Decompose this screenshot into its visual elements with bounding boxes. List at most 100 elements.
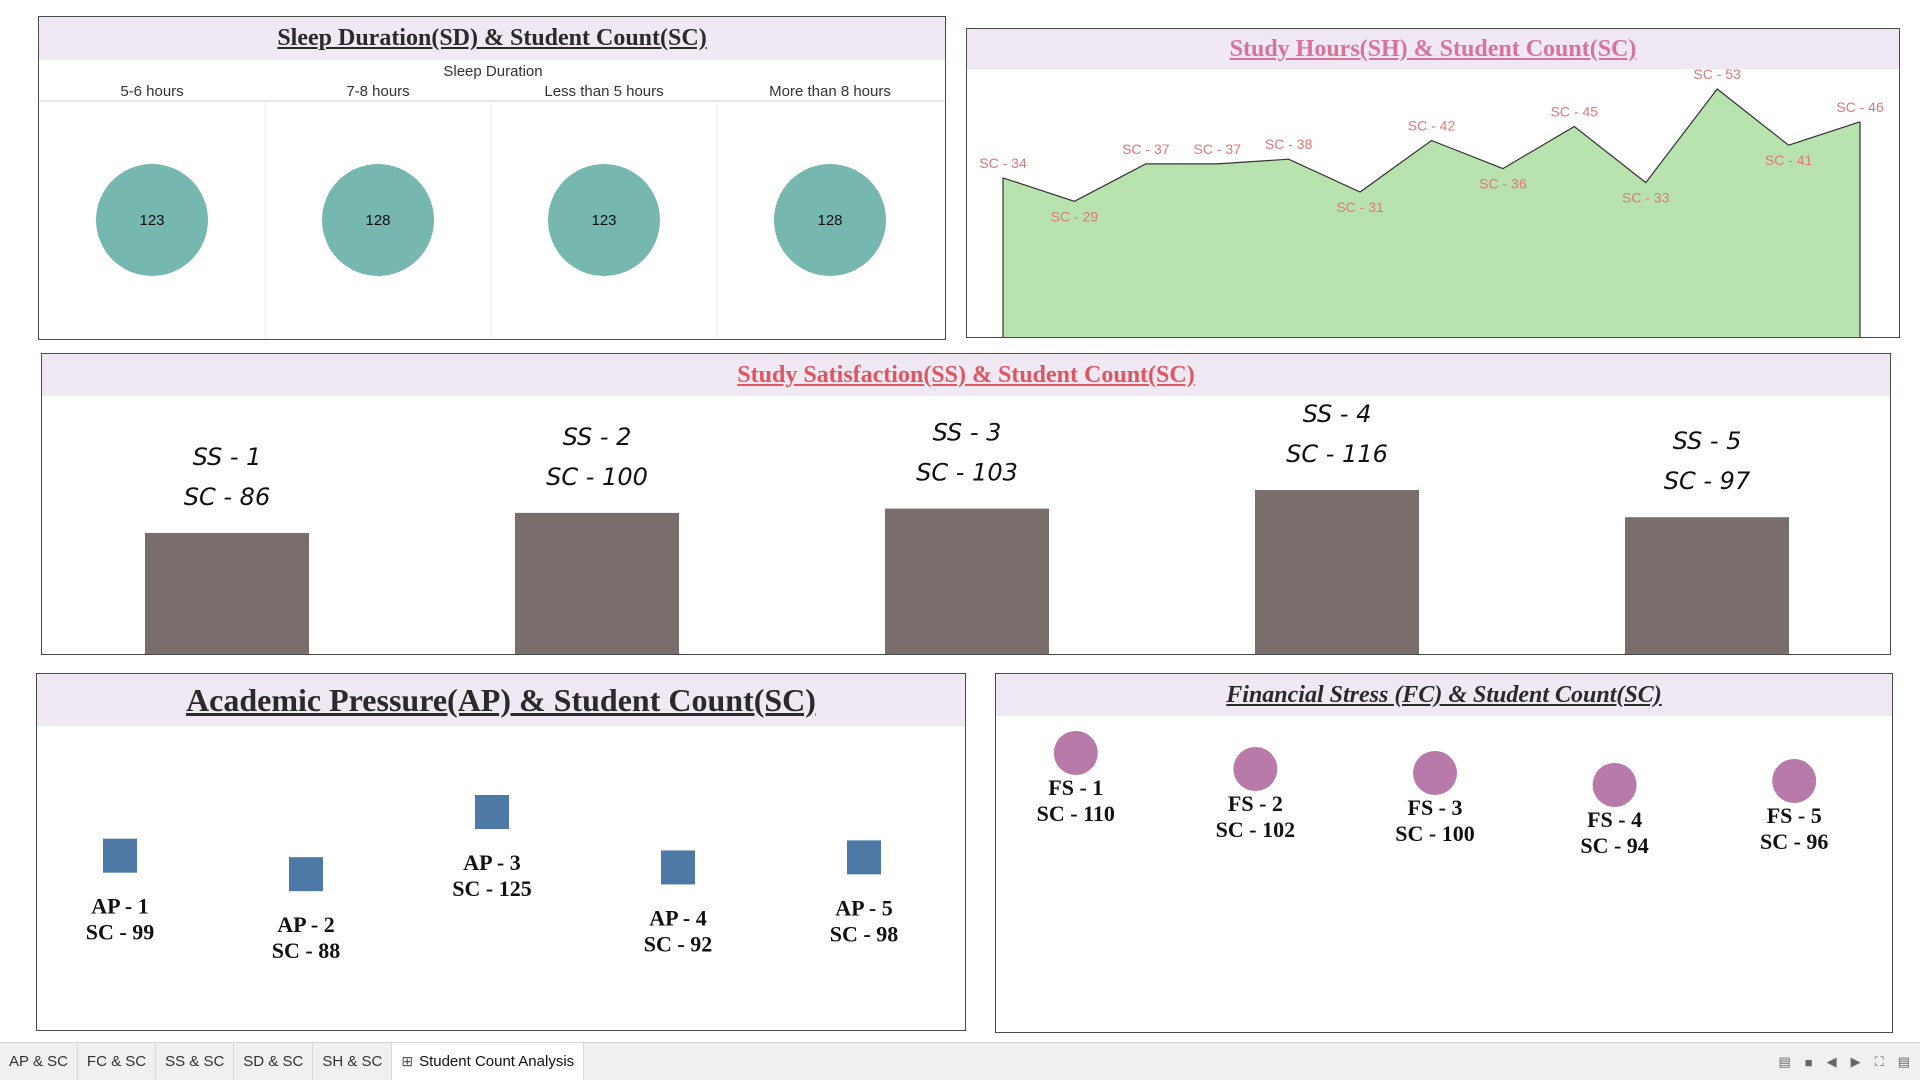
financial-circle — [1592, 763, 1637, 807]
satisfaction-bar — [1255, 490, 1419, 654]
academic-category-label: AP - 3 — [463, 850, 520, 875]
academic-value-label: SC - 88 — [272, 938, 340, 963]
sleep-value-label: 128 — [365, 212, 390, 229]
study-hours-data-label: SC - 46 — [1836, 99, 1884, 115]
academic-panel-title: Academic Pressure(AP) & Student Count(SC… — [186, 681, 816, 718]
present-icon[interactable]: ▤ — [1897, 1054, 1910, 1069]
study-hours-data-label: SC - 42 — [1408, 118, 1456, 134]
academic-category-label: AP - 1 — [91, 894, 148, 919]
satisfaction-bar — [515, 512, 679, 654]
financial-category-label: FS - 1 — [1048, 775, 1103, 800]
satisfaction-panel: Study Satisfaction(SS) & Student Count(S… — [41, 353, 1891, 655]
sleep-category-label: Less than 5 hours — [544, 83, 663, 100]
financial-value-label: SC - 96 — [1760, 829, 1828, 854]
tab-student-count-analysis[interactable]: ⊞ Student Count Analysis — [392, 1042, 585, 1080]
sleep-category-label: 5-6 hours — [120, 83, 183, 100]
academic-panel-header: Academic Pressure(AP) & Student Count(SC… — [37, 674, 965, 726]
tab-ap-sc[interactable]: AP & SC — [0, 1042, 78, 1080]
tab-label: SH & SC — [322, 1053, 383, 1070]
sleep-panel: Sleep Duration(SD) & Student Count(SC) S… — [38, 16, 946, 340]
financial-value-label: SC - 100 — [1395, 821, 1474, 846]
sleep-value-label: 123 — [139, 212, 164, 229]
financial-value-label: SC - 94 — [1580, 833, 1648, 858]
sleep-chart: Sleep Duration 5-6 hours 123 7-8 hours 128 Le… — [39, 63, 945, 339]
sheet-tab-bar: AP & SC FC & SC SS & SC SD & SC SH & SC … — [0, 1042, 1920, 1080]
satisfaction-value-label: SC - 100 — [546, 463, 648, 491]
study-hours-area — [1003, 89, 1860, 337]
academic-category-label: AP - 4 — [649, 905, 706, 930]
satisfaction-value-label: SC - 97 — [1664, 467, 1751, 495]
sleep-circle — [96, 164, 208, 276]
tab-label: FC & SC — [86, 1053, 147, 1070]
financial-chart: FS - 1SC - 110 FS - 2SC - 102 FS - 3SC - 1… — [1037, 731, 1828, 858]
satisfaction-bar — [1625, 517, 1789, 654]
study-hours-data-label: SC - 45 — [1551, 103, 1599, 119]
academic-value-label: SC - 99 — [86, 920, 154, 945]
fullscreen-icon[interactable]: ⛶ — [1874, 1054, 1884, 1069]
study-hours-chart: SC - 34 SC - 29 SC - 37 SC - 37 SC - 38 SC - … — [979, 66, 1884, 337]
financial-panel-title: Financial Stress (FC) & Student Count(SC… — [1226, 681, 1662, 708]
tab-sd-sc[interactable]: SD & SC — [234, 1042, 314, 1080]
financial-category-label: FS - 2 — [1228, 791, 1283, 816]
satisfaction-bar — [885, 508, 1049, 654]
prev-icon[interactable]: ◀ — [1826, 1054, 1837, 1069]
financial-value-label: SC - 102 — [1216, 817, 1295, 842]
study-hours-data-label: SC - 34 — [979, 155, 1027, 171]
sleep-circle — [322, 164, 434, 276]
satisfaction-category-label: SS - 5 — [1673, 427, 1742, 455]
tab-label: Student Count Analysis — [419, 1053, 575, 1070]
financial-panel: Financial Stress (FC) & Student Count(SC… — [995, 673, 1893, 1033]
satisfaction-panel-header: Study Satisfaction(SS) & Student Count(S… — [42, 354, 1890, 396]
study-hours-data-label: SC - 53 — [1693, 66, 1741, 82]
satisfaction-panel-title: Study Satisfaction(SS) & Student Count(S… — [737, 361, 1195, 388]
study-hours-data-label: SC - 31 — [1336, 199, 1384, 215]
study-hours-data-label: SC - 33 — [1622, 190, 1670, 206]
satisfaction-category-label: SS - 2 — [563, 423, 632, 451]
sleep-category-label: 7-8 hours — [346, 83, 409, 100]
academic-square — [661, 850, 695, 885]
academic-square — [103, 838, 137, 873]
list-view-icon[interactable]: ▤ — [1778, 1054, 1791, 1069]
financial-category-label: FS - 5 — [1767, 803, 1822, 828]
academic-value-label: SC - 125 — [452, 876, 531, 901]
satisfaction-bar — [145, 532, 309, 654]
study-hours-panel-header: Study Hours(SH) & Student Count(SC) — [967, 29, 1899, 69]
status-icons: ▤ ■ ◀ ▶ ⛶ ▤ — [1778, 1043, 1910, 1080]
study-hours-data-label: SC - 41 — [1765, 152, 1813, 168]
study-hours-data-label: SC - 37 — [1122, 141, 1170, 157]
study-hours-data-label: SC - 37 — [1194, 141, 1242, 157]
tab-sh-sc[interactable]: SH & SC — [313, 1042, 393, 1080]
academic-square — [475, 795, 509, 829]
satisfaction-value-label: SC - 116 — [1286, 440, 1388, 468]
academic-panel: Academic Pressure(AP) & Student Count(SC… — [36, 673, 966, 1031]
financial-circle — [1053, 731, 1098, 775]
tab-label: SS & SC — [165, 1053, 225, 1070]
satisfaction-category-label: SS - 1 — [193, 443, 262, 471]
satisfaction-category-label: SS - 4 — [1303, 400, 1372, 428]
study-hours-panel: Study Hours(SH) & Student Count(SC) SC -… — [966, 28, 1900, 338]
sleep-value-label: 123 — [591, 212, 616, 229]
study-hours-data-label: SC - 36 — [1479, 176, 1527, 192]
study-hours-line — [1002, 88, 1861, 202]
sleep-panel-title: Sleep Duration(SD) & Student Count(SC) — [277, 25, 707, 51]
satisfaction-category-label: SS - 3 — [933, 419, 1002, 447]
tab-ss-sc[interactable]: SS & SC — [156, 1042, 235, 1080]
tab-fc-sc[interactable]: FC & SC — [78, 1042, 157, 1080]
academic-category-label: AP - 5 — [835, 895, 892, 920]
financial-value-label: SC - 110 — [1037, 801, 1115, 826]
grid-view-icon[interactable]: ■ — [1804, 1054, 1813, 1070]
sleep-axis-header: Sleep Duration — [443, 63, 542, 80]
sleep-panel-header: Sleep Duration(SD) & Student Count(SC) — [39, 17, 945, 60]
satisfaction-value-label: SC - 103 — [916, 459, 1018, 487]
study-hours-data-label: SC - 29 — [1051, 208, 1099, 224]
financial-circle — [1772, 759, 1817, 803]
financial-panel-header: Financial Stress (FC) & Student Count(SC… — [996, 674, 1892, 716]
next-icon[interactable]: ▶ — [1850, 1054, 1861, 1069]
sleep-category-label: More than 8 hours — [769, 83, 891, 100]
sleep-circle — [774, 164, 886, 276]
academic-value-label: SC - 98 — [830, 921, 898, 946]
study-hours-data-label: SC - 38 — [1265, 136, 1313, 152]
academic-square — [289, 857, 323, 892]
tab-label: AP & SC — [9, 1053, 68, 1070]
grid-icon: ⊞ — [401, 1053, 414, 1069]
